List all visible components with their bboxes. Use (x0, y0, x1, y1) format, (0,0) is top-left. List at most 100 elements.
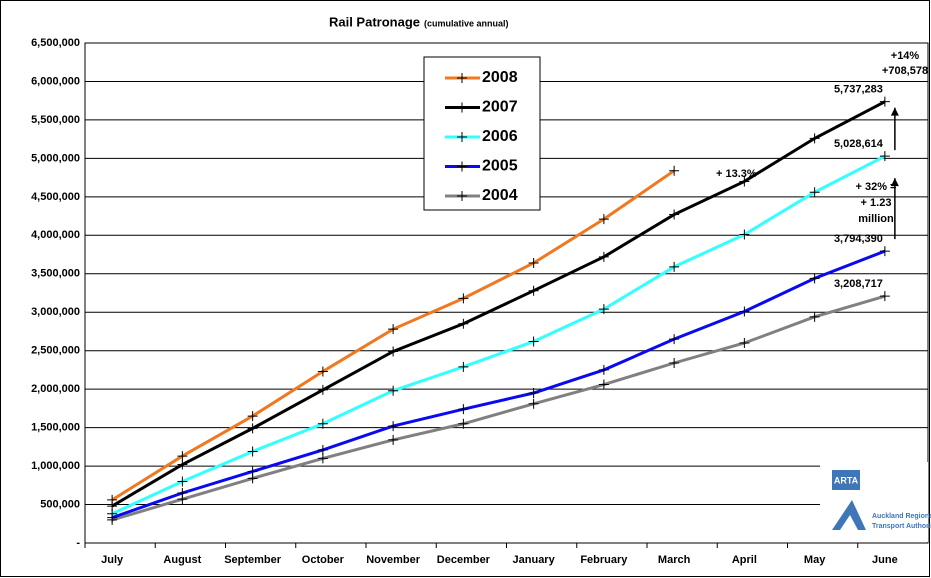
x-tick-label: November (366, 554, 421, 566)
point-marker (669, 334, 680, 345)
x-tick-label: February (580, 554, 628, 566)
point-marker (528, 388, 539, 398)
annotation: +14% (891, 50, 920, 62)
y-tick-label: 2,500,000 (31, 345, 80, 357)
point-marker (177, 451, 188, 462)
series-line (111, 294, 886, 522)
x-tick-label: July (101, 554, 124, 566)
y-tick-label: 3,000,000 (31, 306, 80, 318)
point-marker (177, 459, 188, 470)
annotation: + 32% = (856, 181, 897, 193)
point-marker (809, 273, 820, 284)
legend-label: 2004 (482, 187, 518, 204)
point-marker (809, 187, 820, 198)
annotation: + 13.3% (716, 168, 757, 180)
point-marker (458, 361, 469, 372)
logo-text: Transport Authorit (872, 523, 931, 530)
logo-badge (832, 470, 860, 490)
y-tick-label: 6,500,000 (31, 37, 80, 49)
point-marker (317, 384, 328, 395)
point-marker (598, 379, 609, 390)
arrow-head (890, 107, 899, 116)
point-marker (669, 165, 680, 176)
x-tick-label: June (872, 554, 898, 566)
point-marker (177, 476, 188, 487)
x-tick-label: August (163, 554, 201, 566)
point-marker (388, 385, 399, 396)
point-marker (458, 404, 469, 415)
point-marker (317, 366, 328, 377)
y-tick-label: - (76, 537, 80, 549)
point-marker (177, 488, 188, 498)
y-tick-label: 2,000,000 (31, 383, 80, 395)
point-marker (458, 418, 469, 429)
point-marker (457, 132, 467, 142)
y-tick-label: 1,000,000 (31, 460, 80, 472)
y-tick-label: 5,500,000 (31, 114, 80, 126)
point-marker (458, 318, 469, 329)
arrow-head (890, 178, 899, 187)
x-tick-label: October (302, 554, 345, 566)
y-tick-label: 4,500,000 (31, 191, 80, 203)
point-marker (879, 291, 890, 302)
annotation: million (858, 213, 894, 225)
y-tick-label: 4,000,000 (31, 229, 80, 241)
point-marker (457, 73, 467, 83)
legend (423, 56, 541, 211)
point-marker (317, 444, 328, 455)
point-marker (879, 246, 890, 257)
point-marker (669, 358, 680, 368)
point-marker (598, 304, 609, 315)
point-marker (739, 338, 750, 348)
point-marker (457, 161, 467, 172)
point-marker (388, 324, 399, 335)
legend-label: 2008 (482, 69, 518, 86)
legend-label: 2007 (482, 99, 518, 116)
series-line (111, 154, 886, 516)
series-line (111, 100, 886, 508)
point-marker (739, 229, 750, 240)
y-tick-label: 1,500,000 (31, 422, 80, 434)
point-marker (809, 133, 820, 144)
point-marker (107, 494, 118, 505)
y-tick-label: 3,500,000 (31, 268, 80, 280)
point-marker (598, 251, 609, 262)
value-label: 5,028,614 (834, 138, 884, 150)
point-marker (388, 434, 399, 445)
point-marker (457, 102, 467, 113)
x-tick-label: March (658, 554, 691, 566)
point-marker (247, 411, 258, 422)
point-marker (879, 96, 890, 107)
logo-text: ARTA (834, 475, 859, 485)
point-marker (669, 261, 680, 272)
y-tick-label: 5,000,000 (31, 152, 80, 164)
point-marker (739, 306, 750, 317)
point-marker (598, 214, 609, 225)
point-marker (247, 446, 258, 457)
point-marker (317, 453, 328, 464)
point-marker (528, 285, 539, 296)
point-marker (458, 293, 469, 304)
point-marker (809, 311, 820, 322)
value-label: 3,208,717 (834, 278, 883, 290)
point-marker (247, 423, 258, 434)
legend-label: 2005 (482, 158, 518, 175)
x-tick-label: January (513, 554, 556, 566)
logo-text: Auckland Regiona (872, 513, 931, 520)
point-marker (247, 466, 258, 477)
x-tick-label: December (437, 554, 491, 566)
point-marker (388, 346, 399, 357)
legend-label: 2006 (482, 128, 518, 145)
point-marker (669, 209, 680, 220)
y-tick-label: 6,000,000 (31, 75, 80, 87)
value-label: 5,737,283 (834, 84, 883, 96)
x-tick-label: April (732, 554, 757, 566)
point-marker (457, 191, 467, 201)
logo-mark (832, 500, 866, 530)
annotation: + 1.23 (861, 197, 892, 209)
chart-subtitle: (cumulative annual) (424, 18, 509, 28)
point-marker (528, 258, 539, 268)
point-marker (739, 176, 750, 187)
x-tick-label: September (224, 554, 282, 566)
